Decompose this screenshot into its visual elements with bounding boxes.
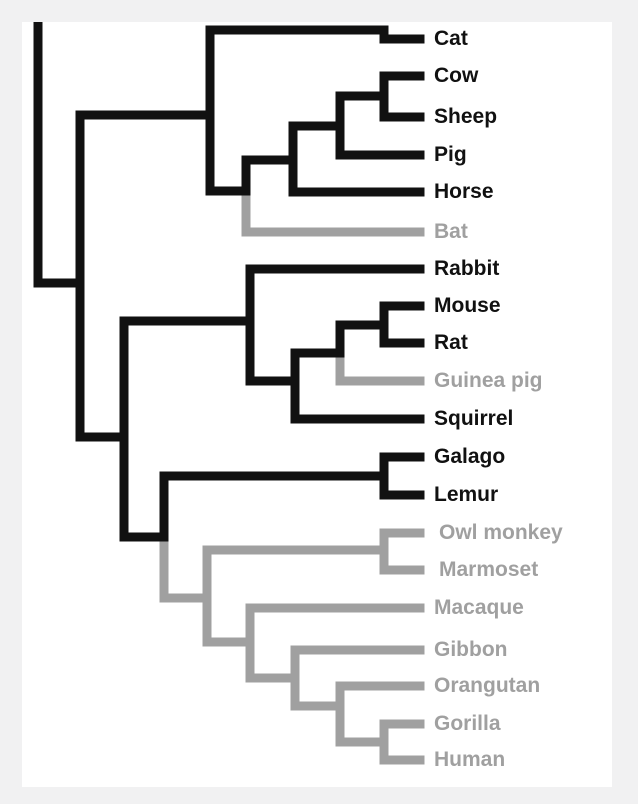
taxon-label-gibbon: Gibbon — [434, 638, 508, 661]
taxon-label-bat: Bat — [434, 220, 468, 243]
taxon-label-gorilla: Gorilla — [434, 712, 501, 735]
taxon-label-cow: Cow — [434, 64, 479, 87]
taxon-label-pig: Pig — [434, 143, 467, 166]
taxon-label-lemur: Lemur — [434, 483, 499, 506]
taxon-label-squirrel: Squirrel — [434, 407, 514, 430]
taxon-label-owl-monkey: Owl monkey — [439, 521, 563, 544]
taxon-label-macaque: Macaque — [434, 596, 524, 619]
taxon-label-rabbit: Rabbit — [434, 257, 500, 280]
taxon-label-mouse: Mouse — [434, 294, 501, 317]
taxon-label-sheep: Sheep — [434, 105, 498, 128]
taxon-label-orangutan: Orangutan — [434, 674, 541, 697]
taxon-label-human: Human — [434, 748, 506, 771]
taxon-label-rat: Rat — [434, 331, 468, 354]
taxon-label-marmoset: Marmoset — [439, 558, 539, 581]
phylogenetic-tree: Cat Cow Sheep Pig Horse Bat Rabbit Mouse Rat Guin… — [22, 22, 612, 787]
taxon-label-galago: Galago — [434, 445, 506, 468]
taxon-label-cat: Cat — [434, 27, 468, 50]
taxon-label-horse: Horse — [434, 180, 494, 203]
taxon-label-guinea-pig: Guinea pig — [434, 369, 543, 392]
tree-branches — [33, 22, 425, 765]
